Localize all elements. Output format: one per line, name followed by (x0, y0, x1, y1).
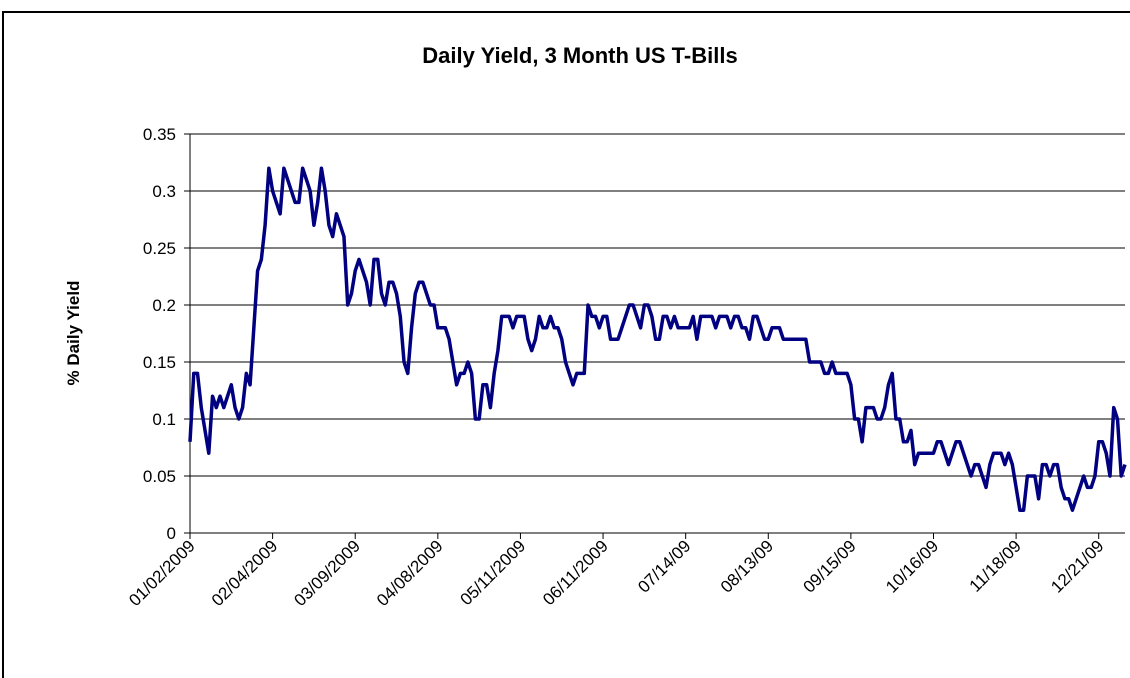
y-tick-label: 0.05 (143, 467, 176, 486)
y-tick-label: 0.35 (143, 125, 176, 144)
y-tick-label: 0.1 (152, 410, 176, 429)
y-tick-label: 0 (167, 524, 176, 543)
y-axis-label: % Daily Yield (64, 281, 83, 386)
y-tick-label: 0.15 (143, 353, 176, 372)
y-tick-label: 0.25 (143, 239, 176, 258)
chart-title: Daily Yield, 3 Month US T-Bills (422, 43, 737, 68)
data-line (188, 166, 1127, 512)
y-tick-label: 0.2 (152, 296, 176, 315)
y-tick-label: 0.3 (152, 182, 176, 201)
chart-border (2, 11, 1130, 678)
